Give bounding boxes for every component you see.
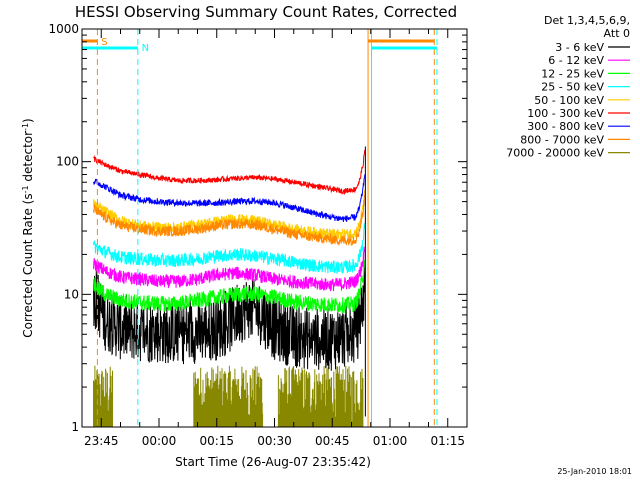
legend-entry-label: 800 - 7000 keV xyxy=(520,133,604,146)
series-line-6-12kev xyxy=(93,246,366,292)
x-tick-label: 00:45 xyxy=(315,434,350,448)
legend-entry-label: 300 - 800 keV xyxy=(527,120,604,133)
series-line-800-7000kev xyxy=(93,194,366,247)
x-axis: 23:45 00:00 00:15 00:30 00:45 01:00 01:15 xyxy=(81,29,468,448)
plot-marks xyxy=(82,29,438,427)
series-line-7000-20000-kev xyxy=(93,365,364,427)
chart-title: HESSI Observing Summary Count Rates, Cor… xyxy=(75,3,457,21)
series-line-100-300kev xyxy=(93,149,366,195)
series-line-300-800kev xyxy=(93,174,366,223)
x-tick-label: 00:15 xyxy=(199,434,234,448)
legend-entry-label: 6 - 12 keV xyxy=(548,54,604,67)
x-tick-label: 01:00 xyxy=(373,434,408,448)
x-tick-label: 01:15 xyxy=(430,434,465,448)
legend-header-line-1: Det 1,3,4,5,6,9, xyxy=(544,14,630,27)
y-axis-label-end: ) xyxy=(21,118,35,123)
y-axis-label-main: Corrected Count Rate (s xyxy=(21,193,35,337)
legend-entry-label: 100 - 300 keV xyxy=(527,107,604,120)
legend-entry-label: 50 - 100 keV xyxy=(534,94,604,107)
saa-flag-label: S xyxy=(101,37,107,48)
footer-date: 25-Jan-2010 18:01 xyxy=(557,467,632,476)
y-axis-label-sup1: -1 xyxy=(21,185,30,193)
night-flag-label: N xyxy=(142,43,149,54)
series-line-12-25kev xyxy=(93,259,366,314)
x-tick-label: 00:00 xyxy=(142,434,177,448)
y-axis-label-sup2: -1 xyxy=(21,123,30,131)
y-tick-label: 1000 xyxy=(48,22,79,36)
y-axis-label: Corrected Count Rate (s-1 detector-1) xyxy=(21,118,36,337)
x-tick-label: 00:30 xyxy=(257,434,292,448)
y-tick-label: 1 xyxy=(71,420,79,434)
y-tick-label: 100 xyxy=(56,155,79,169)
legend-entry-label: 25 - 50 keV xyxy=(541,81,604,94)
x-axis-label: Start Time (26-Aug-07 23:35:42) xyxy=(175,455,371,469)
y-axis: 1 10 100 1000 xyxy=(48,22,467,434)
legend-entry-label: 3 - 6 keV xyxy=(555,41,604,54)
legend-header-line-2: Att 0 xyxy=(604,27,630,40)
legend-entry-label: 12 - 25 keV xyxy=(541,67,604,80)
legend-entry-label: 7000 - 20000 keV xyxy=(506,147,604,160)
y-axis-label-mid: detector xyxy=(21,131,35,186)
series-line-25-50kev xyxy=(93,223,366,274)
x-tick-label: 23:45 xyxy=(84,434,119,448)
y-tick-label: 10 xyxy=(64,287,79,301)
